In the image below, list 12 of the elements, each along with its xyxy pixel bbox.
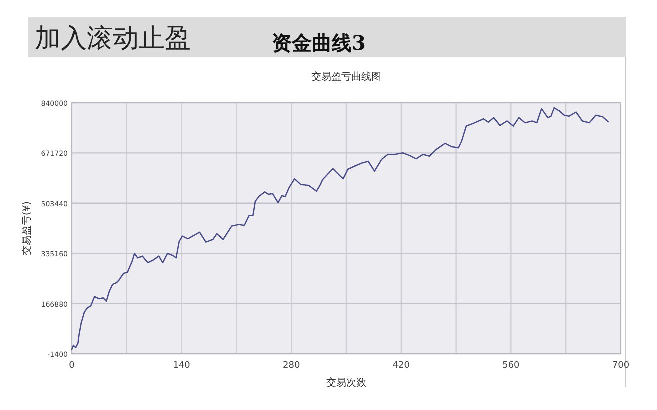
x-tick-label: 140 (173, 361, 191, 371)
x-tick-label: 0 (69, 361, 76, 371)
text: 加入滚动止盈 (35, 24, 191, 54)
x-tick-label: 560 (502, 361, 520, 371)
line-series (71, 107, 610, 350)
x-tick-label: 700 (612, 361, 630, 371)
y-axis-title: 交易盈亏(¥) (21, 201, 33, 256)
x-axis-title: 交易次数 (326, 377, 366, 389)
chart-title: 交易盈亏曲线图 (312, 71, 382, 83)
x-tick-label: 280 (283, 361, 300, 371)
text: 资金曲线3 (272, 31, 366, 55)
x-tick-label: 420 (392, 361, 410, 371)
